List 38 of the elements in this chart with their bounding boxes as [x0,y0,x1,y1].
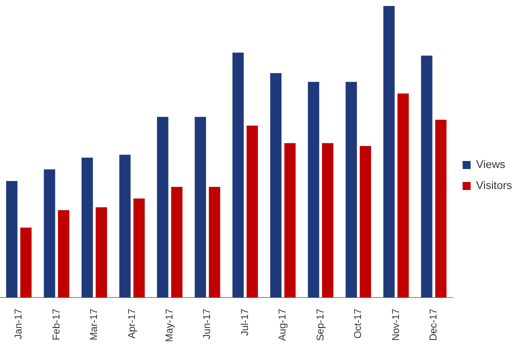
bar [435,120,447,298]
bar [44,169,56,298]
x-tick-label: Sep-17 [315,308,326,341]
bar [322,143,334,298]
x-tick-label: Jul-17 [240,308,251,336]
x-tick-label: Oct-17 [353,308,364,339]
bar [96,207,108,298]
bar [246,126,258,298]
bar [383,6,395,298]
bar [82,158,93,298]
x-tick-label: Apr-17 [126,308,138,339]
bar [119,154,131,298]
bar [421,56,432,298]
x-tick-label: Dec-17 [428,308,440,341]
legend-label: Views [476,159,506,172]
bar [308,82,320,298]
x-tick-label: Nov-17 [390,308,402,341]
x-tick-label: Mar-17 [89,308,100,340]
x-tick-label: Aug-17 [278,308,289,341]
bar [20,228,32,298]
bar [232,52,244,298]
bar [157,116,168,298]
bar [360,146,372,298]
bar [397,93,409,298]
bar [208,186,220,298]
bar [346,82,357,298]
bar [58,210,70,298]
x-tick-label: Feb-17 [51,308,62,340]
bar [6,180,18,298]
x-tick-label: Jun-17 [202,308,214,340]
x-tick-label: May-17 [164,308,176,342]
x-tick-label: Jan-17 [14,308,25,340]
bar [194,116,206,298]
bar [133,198,145,298]
bar [270,73,282,298]
legend-label: Visitors [476,180,512,192]
bar [171,186,182,298]
bar [284,143,296,298]
